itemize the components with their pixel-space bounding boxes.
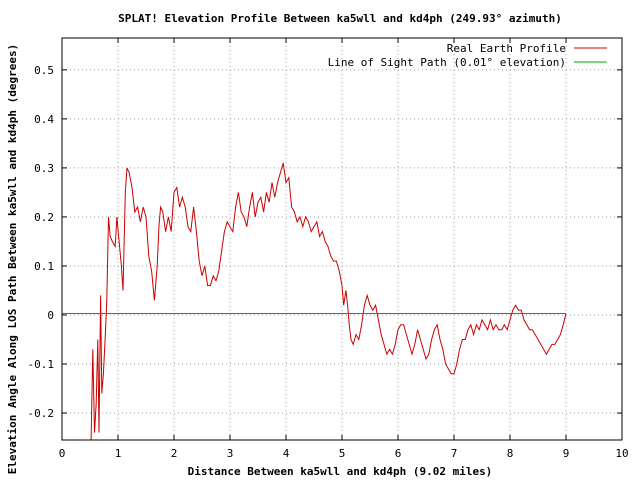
y-tick-label: 0.4 <box>34 113 54 126</box>
x-tick-label: 9 <box>563 447 570 460</box>
chart-title: SPLAT! Elevation Profile Between ka5wll … <box>118 12 562 25</box>
y-axis-label: Elevation Angle Along LOS Path Between k… <box>6 44 19 474</box>
legend: Real Earth Profile Line of Sight Path (0… <box>328 42 607 69</box>
x-tick-label: 7 <box>451 447 458 460</box>
x-tick-label: 0 <box>59 447 66 460</box>
y-tick-label: 0.3 <box>34 162 54 175</box>
legend-label-line-of-sight-path: Line of Sight Path (0.01° elevation) <box>328 56 566 69</box>
x-tick-label: 8 <box>507 447 514 460</box>
legend-label-real-earth-profile: Real Earth Profile <box>447 42 566 55</box>
y-tick-label: 0.2 <box>34 211 54 224</box>
x-tick-label: 1 <box>115 447 122 460</box>
x-tick-label: 4 <box>283 447 290 460</box>
axis-ticks: 0 1 2 3 4 5 6 7 8 9 10 -0.2 -0.1 0 0.1 0.2 0.3 0.4 0.5 <box>28 38 629 460</box>
y-tick-label: -0.2 <box>28 407 55 420</box>
x-tick-label: 2 <box>171 447 178 460</box>
y-tick-label: 0.5 <box>34 64 54 77</box>
x-tick-label: 10 <box>615 447 628 460</box>
x-tick-label: 3 <box>227 447 234 460</box>
x-axis-label: Distance Between ka5wll and kd4ph (9.02 … <box>188 465 493 478</box>
y-tick-label: 0.1 <box>34 260 54 273</box>
y-tick-label: -0.1 <box>28 358 55 371</box>
series-layer <box>62 162 567 441</box>
x-tick-label: 6 <box>395 447 402 460</box>
grid <box>62 38 622 440</box>
series-line-real-earth-profile <box>90 162 567 441</box>
x-tick-label: 5 <box>339 447 346 460</box>
y-tick-label: 0 <box>47 309 54 322</box>
